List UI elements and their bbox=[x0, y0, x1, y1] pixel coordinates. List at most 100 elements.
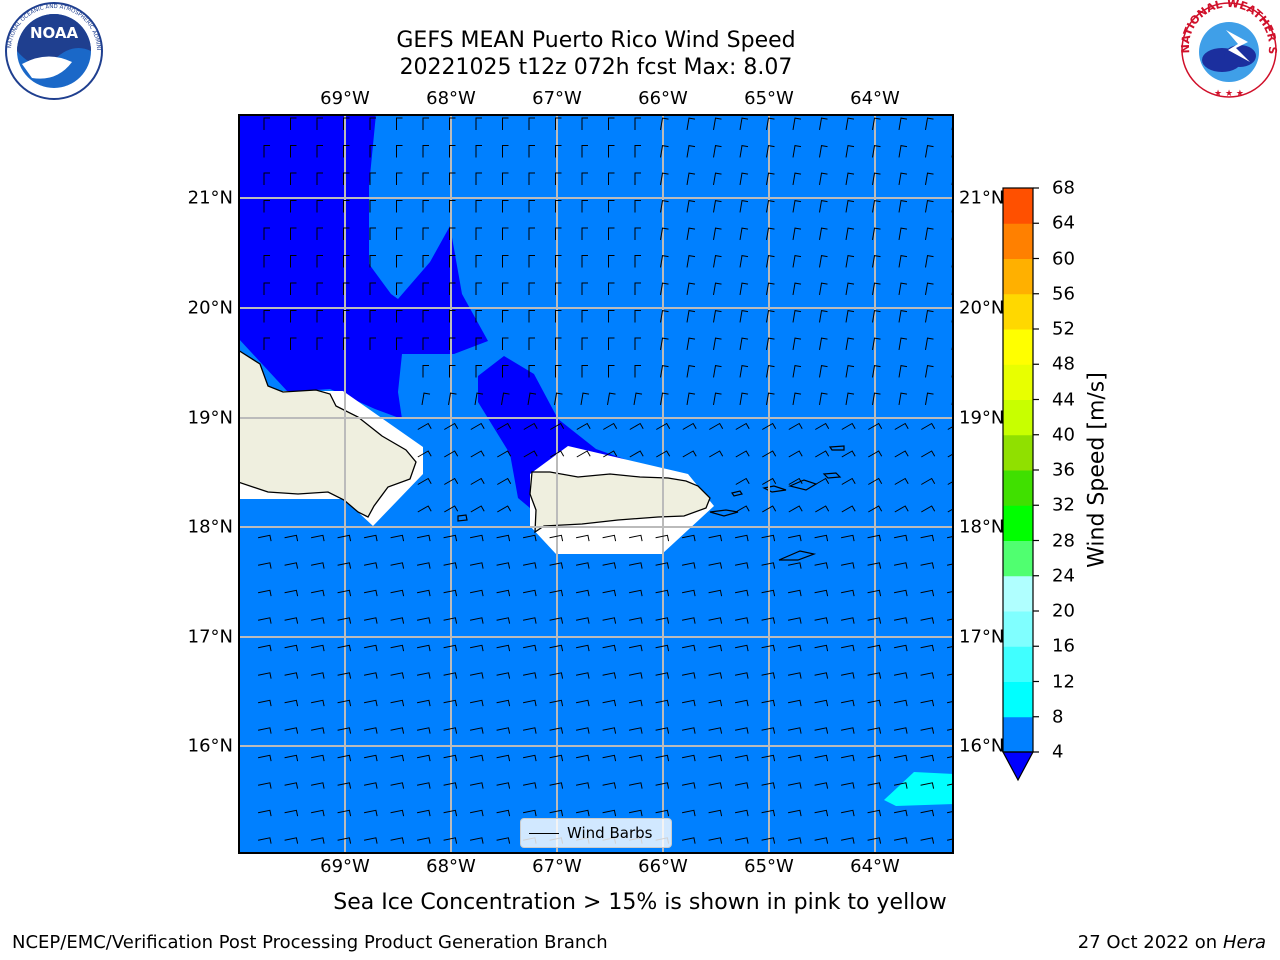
wind-barb bbox=[343, 200, 350, 213]
wind-barb bbox=[788, 782, 802, 789]
wind-barb bbox=[258, 727, 272, 734]
wind-barb bbox=[845, 200, 855, 213]
wind-barb bbox=[417, 589, 431, 597]
wind-barb bbox=[894, 562, 908, 569]
wind-barb bbox=[449, 227, 456, 240]
wind-barb bbox=[947, 700, 954, 704]
wind-barb bbox=[735, 727, 749, 734]
wind-barb bbox=[602, 809, 617, 817]
map-panel bbox=[238, 114, 954, 854]
wind-barb bbox=[263, 310, 270, 323]
island-vieques bbox=[709, 509, 739, 517]
wind-barb bbox=[555, 200, 562, 213]
nws-logo: NATIONAL WEATHER SERVICE ★ ★ ★ bbox=[1174, 0, 1280, 104]
lat-tick-left: 17°N bbox=[187, 626, 233, 648]
wind-barb bbox=[629, 562, 643, 569]
wind-barb bbox=[581, 365, 588, 378]
lon-tick-top: 64°W bbox=[850, 88, 900, 109]
wind-barb bbox=[872, 117, 881, 130]
colorbar-band bbox=[1003, 540, 1033, 577]
wind-barb bbox=[841, 477, 856, 485]
wind-barb bbox=[475, 310, 482, 323]
colorbar-title: Wind Speed [m/s] bbox=[1084, 372, 1110, 568]
wind-barb bbox=[528, 145, 535, 158]
wind-barb bbox=[898, 282, 908, 295]
wind-barb bbox=[894, 782, 908, 789]
wind-barb bbox=[608, 200, 615, 213]
wind-barb bbox=[443, 534, 458, 542]
wind-barb bbox=[655, 562, 670, 569]
lat-tick-right: 19°N bbox=[959, 407, 1005, 429]
wind-barb bbox=[496, 754, 511, 762]
wind-barb bbox=[555, 337, 562, 350]
wind-barb bbox=[417, 644, 431, 652]
wind-barb bbox=[841, 562, 855, 569]
wind-barb bbox=[898, 310, 908, 323]
wind-barb bbox=[496, 672, 511, 679]
wind-barb bbox=[766, 365, 775, 378]
wind-barb bbox=[713, 172, 722, 185]
wind-barb bbox=[581, 172, 588, 185]
wind-barb bbox=[390, 534, 405, 542]
wind-barb bbox=[528, 200, 535, 213]
wind-barb bbox=[655, 727, 670, 734]
wind-barb bbox=[735, 837, 749, 844]
wind-barb bbox=[894, 505, 909, 513]
wind-barb bbox=[576, 782, 590, 789]
colorbar-label: 8 bbox=[1052, 706, 1064, 728]
wind-barb bbox=[364, 837, 378, 844]
wind-barb bbox=[925, 145, 934, 158]
wind-barb bbox=[629, 782, 643, 789]
wind-barb bbox=[608, 117, 615, 130]
wind-barb bbox=[470, 534, 484, 542]
wind-barb bbox=[311, 809, 325, 817]
wind-barb bbox=[337, 672, 352, 679]
wind-barb bbox=[390, 727, 405, 734]
land-hispaniola bbox=[238, 349, 417, 518]
wind-barb bbox=[555, 365, 562, 378]
wind-barb bbox=[686, 200, 696, 213]
wind-barb bbox=[417, 782, 431, 789]
colorbar-label: 40 bbox=[1052, 424, 1075, 446]
footer-credit: NCEP/EMC/Verification Post Processing Pr… bbox=[12, 932, 608, 953]
wind-barb bbox=[947, 563, 954, 566]
wind-barb bbox=[549, 589, 564, 597]
wind-barb bbox=[470, 589, 484, 597]
wind-barb bbox=[634, 145, 641, 158]
wind-barb bbox=[470, 617, 484, 624]
wind-barb bbox=[474, 392, 484, 405]
wind-barb bbox=[501, 392, 510, 405]
wind-barb bbox=[549, 727, 564, 734]
wind-barb bbox=[735, 754, 749, 762]
wind-barb bbox=[761, 617, 776, 624]
land-puerto-rico bbox=[529, 471, 711, 534]
wind-barb bbox=[284, 617, 299, 624]
wind-barb bbox=[576, 562, 590, 569]
wind-barb bbox=[629, 754, 643, 762]
wind-barb bbox=[709, 422, 724, 430]
wind-barb bbox=[925, 200, 934, 213]
wind-barb bbox=[602, 672, 617, 679]
wind-barb bbox=[735, 809, 749, 817]
wind-barb bbox=[422, 255, 429, 268]
wind-barb bbox=[417, 477, 432, 485]
svg-text:NOAA: NOAA bbox=[30, 24, 79, 42]
lon-tick-bottom: 69°W bbox=[320, 856, 370, 877]
colorbar-band bbox=[1003, 611, 1033, 647]
wind-barb bbox=[872, 145, 881, 158]
wind-barb bbox=[682, 450, 697, 458]
wind-barb bbox=[682, 672, 696, 679]
wind-barb bbox=[792, 337, 802, 350]
wind-barb bbox=[470, 727, 484, 734]
wind-barb bbox=[920, 534, 935, 542]
wind-barb bbox=[686, 227, 696, 240]
wind-barb bbox=[337, 782, 352, 789]
wind-barb bbox=[422, 310, 429, 323]
wind-barb bbox=[708, 672, 723, 679]
wind-barb bbox=[337, 754, 352, 762]
wind-barb bbox=[788, 644, 802, 652]
wind-barb bbox=[364, 534, 378, 542]
wind-barb bbox=[580, 392, 590, 405]
wind-barb bbox=[343, 117, 350, 130]
wind-barb bbox=[845, 117, 855, 130]
